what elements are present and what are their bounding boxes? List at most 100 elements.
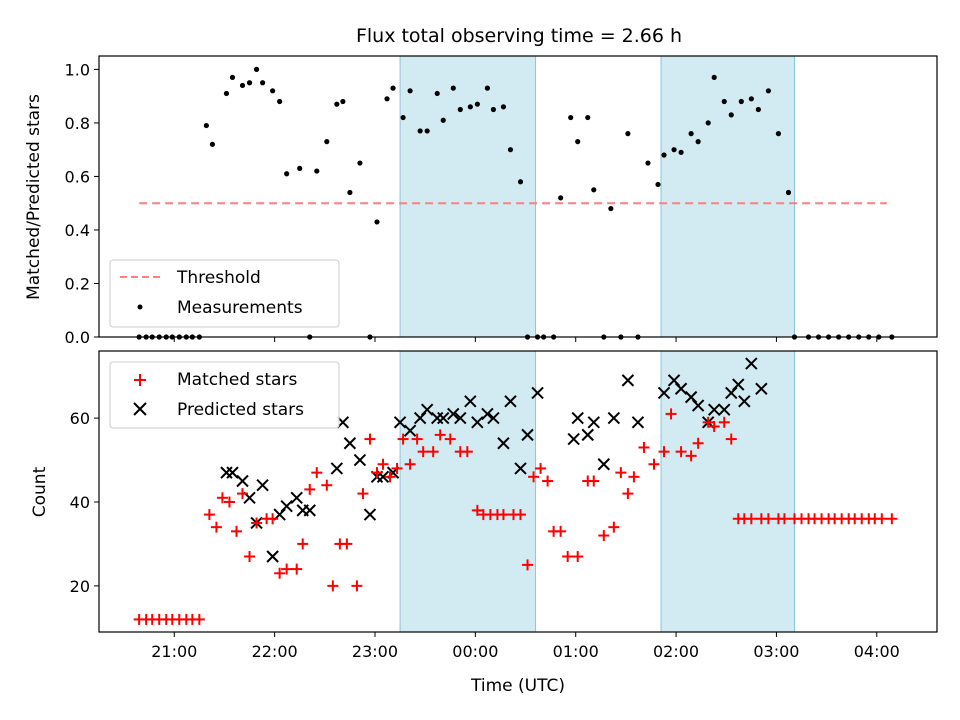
y-tick-label: 0.4 xyxy=(65,221,90,240)
legend-measurements-swatch xyxy=(137,304,143,310)
y-tick-label: 20 xyxy=(70,577,90,596)
matched-point xyxy=(391,462,403,474)
legend-predicted-swatch xyxy=(133,402,147,416)
measurement-point xyxy=(229,74,236,81)
predicted-point xyxy=(220,466,233,479)
matched-point xyxy=(404,458,416,470)
predicted-point xyxy=(471,416,484,429)
measurement-point xyxy=(711,74,717,81)
predicted-point xyxy=(464,395,477,408)
chart-title: Flux total observing time = 2.66 h xyxy=(356,25,682,47)
legend-matched-swatch xyxy=(134,374,146,386)
predicted-point xyxy=(290,491,303,504)
matched-point xyxy=(725,433,737,445)
predicted-point-stroke xyxy=(738,395,751,408)
predicted-point-stroke xyxy=(607,411,621,425)
predicted-point-stroke xyxy=(243,491,256,504)
measurement-point xyxy=(246,80,253,86)
measurement-point xyxy=(417,128,423,134)
predicted-point-stroke xyxy=(303,504,316,517)
ratio-y-axis-label: Matched/Predicted stars xyxy=(24,94,44,300)
measurement-point xyxy=(785,189,792,196)
measurement-point xyxy=(591,187,597,193)
matched-point xyxy=(515,509,527,521)
predicted-point-stroke xyxy=(514,462,527,475)
measurement-point xyxy=(284,171,290,177)
predicted-point-stroke xyxy=(290,491,303,504)
predicted-point-stroke xyxy=(581,428,594,442)
matched-point xyxy=(622,488,634,500)
measurement-point xyxy=(568,114,574,121)
measurement-point xyxy=(203,122,209,129)
measurement-point xyxy=(440,117,446,123)
measurement-point xyxy=(297,165,303,171)
measurement-point xyxy=(695,139,701,145)
matched-point xyxy=(210,521,222,533)
measurement-point xyxy=(500,104,507,110)
matched-point xyxy=(237,488,249,500)
measurement-point xyxy=(490,106,497,113)
measurement-point xyxy=(728,112,734,118)
ratio-x-ticks xyxy=(173,337,878,342)
matched-point xyxy=(762,513,774,525)
predicted-point-stroke xyxy=(266,550,279,563)
matched-point xyxy=(638,441,650,453)
count-legend: Matched stars Predicted stars xyxy=(109,361,340,429)
measurement-point xyxy=(400,114,406,121)
matched-point xyxy=(471,504,483,516)
measurement-point xyxy=(575,139,581,145)
ratio-panel: 0.0 0.2 0.4 0.6 0.8 1.0 Matched/Predicted sta… xyxy=(24,55,938,347)
matched-point xyxy=(223,496,235,508)
legend-threshold-label: Threshold xyxy=(176,268,261,288)
x-tick-label: 02:00 xyxy=(653,642,699,661)
predicted-point xyxy=(657,386,671,400)
matched-point xyxy=(364,433,376,445)
matched-point xyxy=(244,551,256,563)
measurement-point xyxy=(671,147,677,153)
legend-measurements-label: Measurements xyxy=(177,298,303,318)
matched-point xyxy=(417,446,429,458)
count-y-ticks: 20 40 60 xyxy=(70,409,99,596)
matched-point xyxy=(297,538,309,550)
predicted-point xyxy=(226,466,239,479)
predicted-point-stroke xyxy=(684,390,698,404)
count-x-ticks: 21:00 22:00 23:00 00:00 01:00 02:00 03:00 04:00 xyxy=(151,632,900,661)
predicted-point xyxy=(621,374,635,387)
matched-point xyxy=(444,433,456,445)
matched-point xyxy=(708,420,720,432)
predicted-point xyxy=(707,403,721,416)
measurement-point xyxy=(324,139,330,145)
predicted-point-stroke xyxy=(521,428,534,442)
y-tick-label: 0.2 xyxy=(65,274,90,293)
measurement-point xyxy=(484,85,490,91)
legend-predicted-label: Predicted stars xyxy=(177,400,304,420)
predicted-point xyxy=(631,416,645,429)
matched-point xyxy=(528,471,540,483)
matched-point xyxy=(341,538,353,550)
measurement-point xyxy=(259,80,266,86)
predicted-point-stroke xyxy=(464,395,477,408)
predicted-point xyxy=(266,550,279,563)
matched-point xyxy=(522,559,534,571)
x-tick-label: 21:00 xyxy=(151,642,197,661)
matched-point xyxy=(702,416,714,428)
matched-point xyxy=(274,567,286,579)
measurement-point xyxy=(270,88,276,94)
predicted-point-stroke xyxy=(330,462,344,475)
measurement-points xyxy=(136,66,895,340)
predicted-point xyxy=(420,403,434,416)
predicted-point-stroke xyxy=(236,474,249,488)
matched-point xyxy=(648,458,660,470)
predicted-point-stroke xyxy=(437,411,450,425)
measurement-point xyxy=(558,195,564,201)
predicted-point-stroke xyxy=(487,411,500,425)
measurement-point xyxy=(347,189,353,196)
predicted-point-stroke xyxy=(280,499,293,513)
measurement-point xyxy=(721,98,727,105)
predicted-point xyxy=(597,458,611,471)
predicted-point xyxy=(674,382,688,395)
ratio-panel-frame xyxy=(98,55,938,338)
measurement-point xyxy=(738,98,744,105)
matched-point xyxy=(371,467,383,479)
observing-interval xyxy=(660,55,795,338)
